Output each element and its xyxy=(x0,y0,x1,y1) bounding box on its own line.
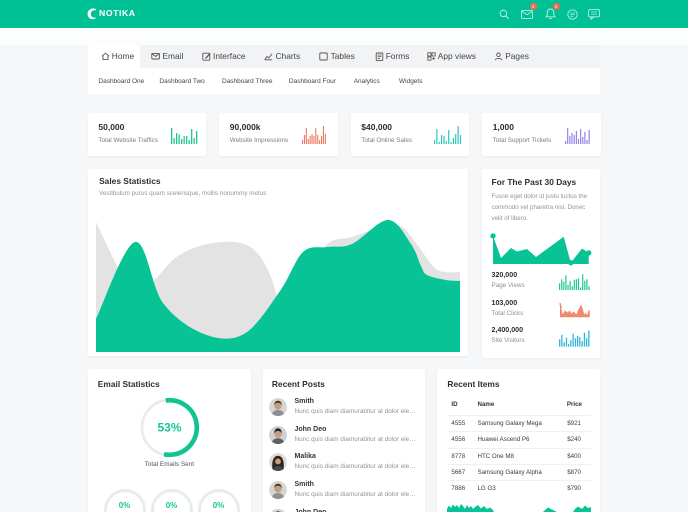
svg-text:53%: 53% xyxy=(157,420,181,434)
